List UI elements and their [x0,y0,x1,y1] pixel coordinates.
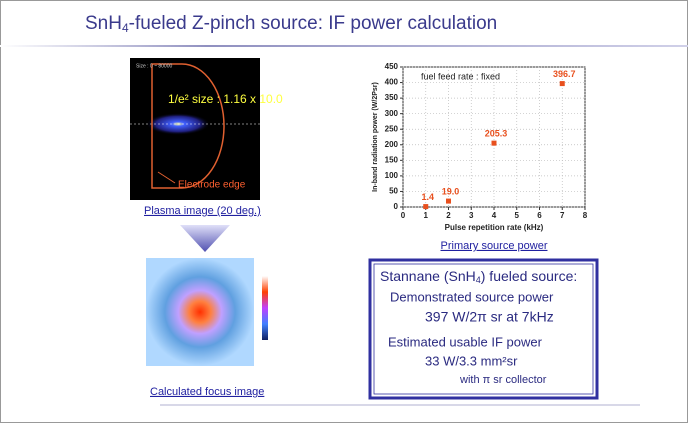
annotation: fuel feed rate : fixed [421,71,500,81]
electrode-outline [151,63,225,189]
summary-inner [373,263,594,395]
x-tick-label: 6 [537,211,542,220]
value-label: 19.0 [442,186,460,196]
y-tick-label: 150 [385,155,399,164]
heading-subscript: 4 [476,275,481,285]
point [423,204,429,210]
title-part: SnH [85,13,122,34]
x-tick-label: 5 [515,211,520,220]
y-tick-label: 450 [385,62,399,71]
point [559,81,565,87]
size-text: 1/e² size : 1.16 x 10.0 [168,92,283,106]
summary-line: Demonstrated source power [390,289,554,304]
x-tick-label: 8 [583,211,588,220]
x-tick-label: 7 [560,211,565,220]
summary-line: with π sr collector [459,374,547,386]
x-tick-label: 4 [492,211,497,220]
caption: Primary source power [441,240,548,252]
title-subscript: 4 [122,21,129,35]
point [446,198,451,204]
heading-part: Stannane (SnH [380,268,476,284]
point [491,140,497,146]
edge-text: Electrode edge [178,180,246,191]
value-label: 1.4 [421,192,434,202]
x-tick-label: 1 [424,211,429,220]
summary-line: 33 W/3.3 mm²sr [425,353,518,368]
y-tick-label: 100 [385,171,399,180]
y-tick-label: 50 [389,187,398,196]
chart: 0 50 100 150 200 250 300 350 400 450 0 1 2 3 4 5 6 7 8 Puls… [372,62,588,232]
focus-image [146,258,254,366]
y-tick-label: 350 [385,93,399,102]
title-part: -fueled Z-pinch source: IF power calcula… [129,13,498,34]
y-tick-label: 0 [394,202,399,211]
y-axis-label: In-band radiation power (W/2Psr) [372,82,379,192]
slide-title: SnH4-fueled Z-pinch source: IF power cal… [85,13,497,35]
summary-heading: Stannane (SnH4) fueled source: [380,268,577,286]
y-tick-label: 200 [385,140,399,149]
y-tick-label: 400 [385,78,399,87]
caption: Plasma image (20 deg.) [144,205,261,217]
pointer [157,171,176,184]
heading-part: ) fueled source: [481,268,578,284]
y-tick-label: 250 [385,124,399,133]
x-tick-label: 2 [446,211,451,220]
caption: Calculated focus image [150,386,264,398]
value-label: 396.7 [553,69,576,79]
arrow [180,225,230,252]
scale-text: Size : 0 ~ 80000 [136,63,172,69]
x-tick-label: 3 [469,211,474,220]
summary-line: Estimated usable IF power [388,334,543,349]
x-axis-label: Pulse repetition rate (kHz) [445,223,544,232]
colorbar [262,276,268,340]
y-tick-label: 300 [385,109,399,118]
x-tick-label: 0 [401,211,406,220]
value-label: 205.3 [485,129,508,139]
title-rule [0,45,688,47]
summary-box [368,258,599,400]
summary-line: 397 W/2π sr at 7kHz [425,309,554,325]
